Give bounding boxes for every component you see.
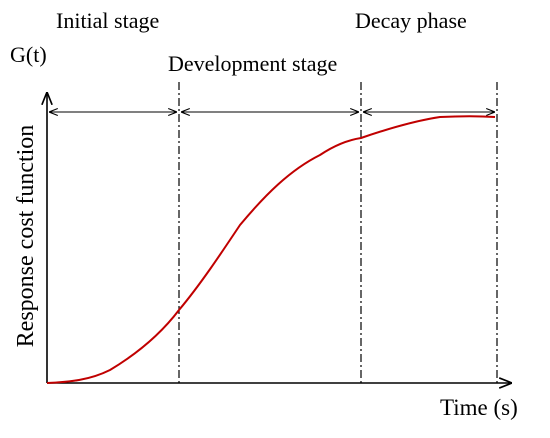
stage-label-development: Development stage bbox=[168, 51, 338, 76]
x-axis-label: Time (s) bbox=[440, 395, 518, 420]
stage-label-initial: Initial stage bbox=[56, 8, 160, 33]
y-axis-top-label: G(t) bbox=[10, 42, 47, 67]
response-cost-curve bbox=[46, 115, 496, 384]
stage-label-decay: Decay phase bbox=[355, 8, 467, 33]
